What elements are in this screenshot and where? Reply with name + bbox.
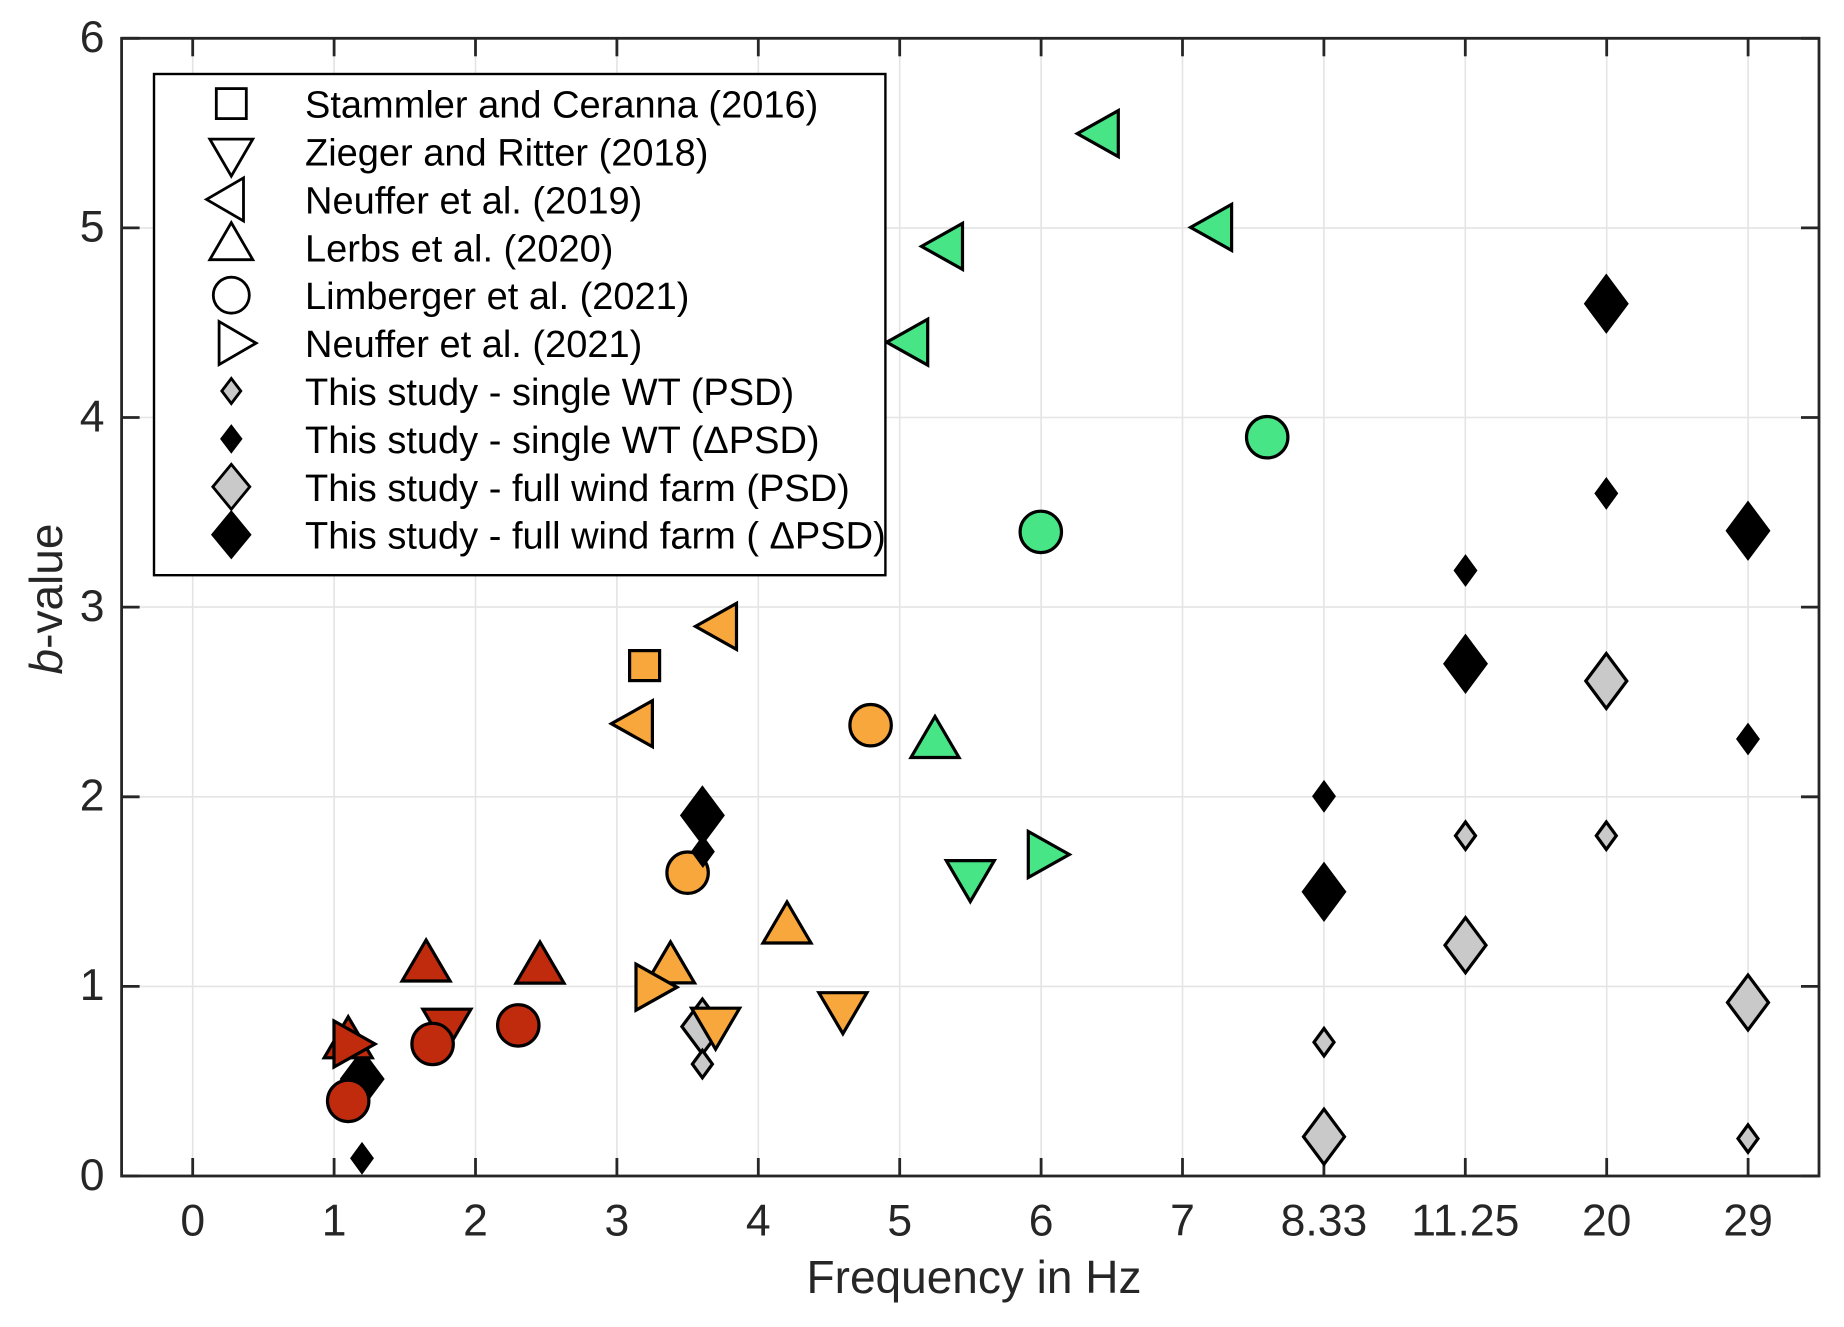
- svg-text:0: 0: [180, 1196, 205, 1245]
- svg-text:11.25: 11.25: [1411, 1196, 1519, 1245]
- svg-text:2: 2: [80, 772, 105, 821]
- svg-text:This study - full wind farm (P: This study - full wind farm (PSD): [305, 468, 850, 510]
- svg-text:This study - single WT (PSD): This study - single WT (PSD): [305, 372, 794, 414]
- svg-text:7: 7: [1170, 1196, 1195, 1245]
- svg-text:1: 1: [322, 1196, 347, 1245]
- svg-text:2: 2: [463, 1196, 488, 1245]
- svg-text:Zieger and Ritter (2018): Zieger and Ritter (2018): [305, 133, 708, 175]
- svg-text:Neuffer et al. (2019): Neuffer et al. (2019): [305, 180, 642, 222]
- svg-text:5: 5: [887, 1196, 912, 1245]
- svg-text:29: 29: [1723, 1196, 1773, 1245]
- svg-text:6: 6: [80, 13, 105, 62]
- svg-text:Neuffer et al. (2021): Neuffer et al. (2021): [305, 324, 642, 366]
- svg-text:0: 0: [80, 1151, 105, 1200]
- svg-text:4: 4: [746, 1196, 771, 1245]
- svg-text:20: 20: [1582, 1196, 1632, 1245]
- svg-text:3: 3: [605, 1196, 630, 1245]
- svg-text:Stammler and Ceranna (2016): Stammler and Ceranna (2016): [305, 85, 818, 127]
- svg-text:3: 3: [80, 582, 105, 631]
- svg-text:b-value: b-value: [20, 524, 72, 675]
- svg-text:Lerbs et al. (2020): Lerbs et al. (2020): [305, 228, 613, 270]
- svg-text:4: 4: [80, 392, 105, 441]
- svg-text:This study - single WT (ΔPSD): This study - single WT (ΔPSD): [305, 420, 820, 462]
- svg-text:8.33: 8.33: [1281, 1196, 1368, 1245]
- svg-text:1: 1: [80, 961, 105, 1010]
- svg-text:6: 6: [1029, 1196, 1054, 1245]
- svg-text:5: 5: [80, 203, 105, 252]
- svg-text:This study - full wind farm (: This study - full wind farm ( ΔPSD): [305, 516, 886, 558]
- svg-text:Limberger et al. (2021): Limberger et al. (2021): [305, 276, 689, 318]
- svg-text:Frequency in Hz: Frequency in Hz: [807, 1251, 1142, 1303]
